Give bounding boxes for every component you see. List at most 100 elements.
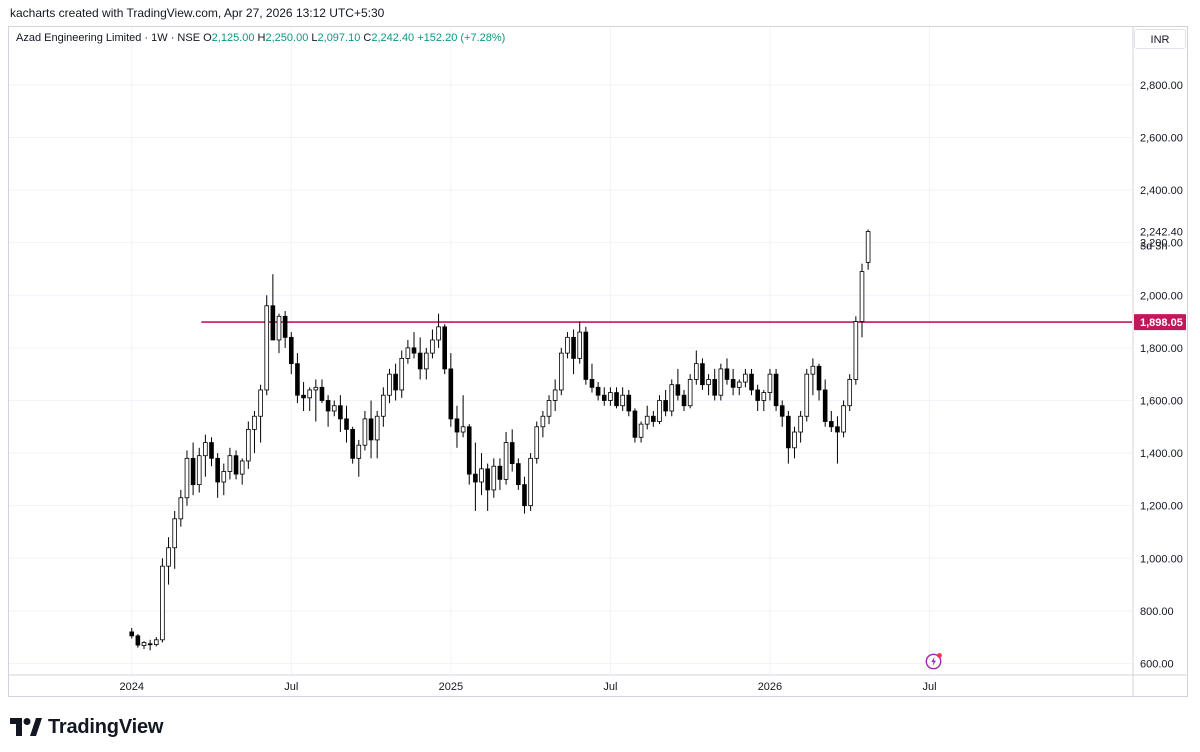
- candle: [841, 400, 846, 438]
- candle-body-up: [565, 336, 570, 354]
- candle-body-down: [442, 326, 448, 370]
- candle-body-up: [847, 379, 853, 407]
- candle-body-up: [436, 326, 441, 341]
- candle-body-down: [497, 465, 503, 480]
- candle-body-up: [534, 426, 540, 459]
- candle-body-down: [835, 426, 840, 433]
- x-tick-label: Jul: [603, 681, 617, 693]
- candle-body-up: [246, 429, 251, 462]
- candle: [804, 368, 810, 422]
- candle: [730, 368, 736, 396]
- candle-body-down: [522, 484, 527, 507]
- y-tick-label: 1,000.00: [1140, 553, 1183, 565]
- candle: [706, 374, 711, 396]
- candle: [792, 426, 797, 459]
- candle-body-up: [203, 442, 208, 457]
- candle: [479, 453, 484, 496]
- candle-body-down: [626, 394, 632, 412]
- candle: [399, 350, 405, 398]
- candle: [295, 353, 300, 404]
- candle: [190, 442, 196, 496]
- level-price-tag: [1134, 314, 1186, 331]
- candle: [540, 410, 546, 438]
- candle-body-down: [288, 336, 294, 365]
- candle: [651, 410, 656, 427]
- candle: [473, 442, 478, 511]
- candle: [822, 379, 828, 427]
- candle-body-up: [558, 352, 564, 391]
- candle-body-up: [227, 455, 233, 472]
- chart-frame: [8, 26, 1188, 697]
- candle-body-down: [681, 394, 687, 407]
- candle: [816, 363, 822, 401]
- candle: [810, 358, 816, 396]
- candle: [196, 447, 202, 493]
- currency-button[interactable]: INR: [1134, 29, 1186, 49]
- attribution-bar: kacharts created with TradingView.com, A…: [0, 0, 1200, 26]
- candle: [209, 437, 214, 467]
- candle-body-up: [196, 455, 202, 486]
- candle: [270, 274, 276, 341]
- candle-body-up: [491, 465, 497, 491]
- attribution-text: kacharts created with TradingView.com, A…: [10, 6, 385, 20]
- candle-body-down: [190, 457, 196, 486]
- y-tick-label: 1,200.00: [1140, 501, 1183, 513]
- candle: [626, 389, 632, 417]
- candle: [859, 263, 865, 338]
- candle-body-up: [853, 321, 859, 380]
- candle-body-down: [411, 347, 417, 354]
- tradingview-wordmark: TradingView: [48, 715, 164, 738]
- flash-icon[interactable]: [925, 652, 943, 670]
- candle: [393, 363, 398, 401]
- candle: [252, 410, 257, 454]
- candle-body-down: [233, 455, 239, 475]
- candle: [847, 374, 853, 411]
- y-tick-label: 2,200.00: [1140, 238, 1183, 250]
- candle-body-up: [160, 565, 165, 641]
- candle: [497, 458, 503, 490]
- candle-body-up: [239, 460, 245, 475]
- candle-body-down: [571, 336, 576, 359]
- low-value: 2,097.10: [317, 32, 361, 44]
- candle: [460, 395, 466, 438]
- candle-body-up: [687, 379, 693, 407]
- candle-body-down: [509, 442, 515, 464]
- candle: [853, 316, 859, 385]
- candle: [644, 405, 650, 430]
- symbol-name[interactable]: Azad Engineering Limited · 1W · NSE: [16, 32, 201, 44]
- candle: [319, 379, 325, 404]
- candle-body-down: [344, 418, 349, 430]
- candle-body-down: [700, 363, 705, 386]
- candle: [184, 450, 190, 506]
- candle-body-down: [786, 415, 791, 449]
- candle: [528, 453, 533, 511]
- candle: [276, 313, 282, 354]
- candle: [669, 379, 675, 417]
- candle-body-down: [209, 442, 214, 459]
- x-tick-label: 2024: [119, 681, 143, 693]
- candle: [350, 426, 355, 464]
- candle: [632, 408, 638, 443]
- candle: [239, 458, 245, 485]
- candle: [736, 379, 742, 396]
- candle: [786, 410, 791, 464]
- candle: [215, 453, 220, 498]
- candle: [313, 379, 319, 422]
- candle: [381, 387, 386, 427]
- candle: [233, 450, 239, 480]
- candle: [761, 389, 767, 411]
- candle-body-down: [350, 429, 355, 459]
- candle: [258, 384, 263, 443]
- candle-body-down: [595, 386, 601, 396]
- candle: [712, 368, 718, 401]
- candle: [620, 387, 625, 411]
- candle: [718, 363, 724, 401]
- x-tick-label: Jul: [922, 681, 936, 693]
- candle-body-down: [282, 315, 288, 338]
- candles: [129, 229, 871, 651]
- close-value: 2,242.40: [371, 32, 415, 44]
- change-value: +152.20 (+7.28%): [417, 32, 506, 44]
- candle: [693, 350, 699, 385]
- candle: [571, 329, 576, 375]
